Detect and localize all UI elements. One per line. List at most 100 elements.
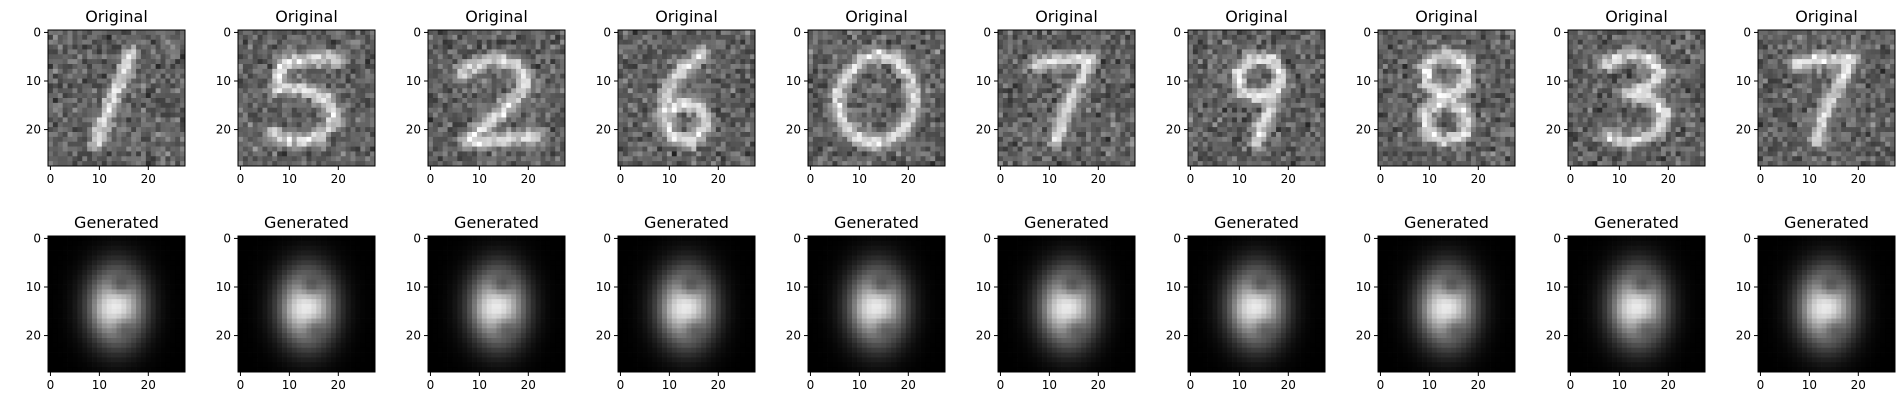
x-tick-label: 10: [472, 378, 487, 392]
panel-title: Generated: [454, 213, 539, 232]
x-tick-label: 20: [1281, 172, 1296, 186]
y-tick-label: 0: [793, 231, 801, 245]
image-pixels: [808, 30, 945, 166]
x-tick-label: 0: [47, 378, 55, 392]
panel-title: Original: [655, 7, 718, 26]
image-pixels: [1568, 236, 1705, 372]
y-tick-label: 10: [786, 280, 801, 294]
panel-title: Generated: [1404, 213, 1489, 232]
x-tick-label: 10: [92, 378, 107, 392]
x-tick-label: 0: [617, 378, 625, 392]
x-tick-label: 10: [282, 172, 297, 186]
y-tick-label: 20: [786, 123, 801, 137]
y-tick-label: 0: [413, 231, 421, 245]
image-pixels: [808, 236, 945, 372]
y-tick-label: 20: [216, 329, 231, 343]
x-tick-label: 20: [711, 378, 726, 392]
y-tick-label: 20: [1736, 123, 1751, 137]
x-tick-label: 10: [662, 378, 677, 392]
x-tick-label: 20: [1661, 378, 1676, 392]
x-tick-label: 10: [472, 172, 487, 186]
y-tick-label: 0: [603, 231, 611, 245]
x-tick-label: 0: [1757, 378, 1765, 392]
x-tick-label: 10: [852, 378, 867, 392]
y-tick-label: 0: [1743, 231, 1751, 245]
x-tick-label: 20: [521, 172, 536, 186]
y-tick-label: 20: [1546, 123, 1561, 137]
x-tick-label: 20: [141, 172, 156, 186]
y-tick-label: 10: [976, 74, 991, 88]
image-pixels: [238, 236, 375, 372]
x-tick-label: 20: [521, 378, 536, 392]
x-tick-label: 0: [1187, 172, 1195, 186]
y-tick-label: 10: [216, 74, 231, 88]
x-tick-label: 20: [711, 172, 726, 186]
x-tick-label: 10: [1802, 172, 1817, 186]
x-tick-label: 20: [1851, 172, 1866, 186]
x-tick-label: 10: [1232, 172, 1247, 186]
image-pixels: [998, 30, 1135, 166]
y-tick-label: 20: [406, 329, 421, 343]
panel-title: Generated: [834, 213, 919, 232]
y-tick-label: 10: [1546, 74, 1561, 88]
panel-title: Generated: [1594, 213, 1679, 232]
y-tick-label: 10: [26, 74, 41, 88]
x-tick-label: 0: [997, 378, 1005, 392]
x-tick-label: 10: [92, 172, 107, 186]
y-tick-label: 20: [1356, 329, 1371, 343]
y-tick-label: 20: [1356, 123, 1371, 137]
x-tick-label: 10: [1042, 172, 1057, 186]
x-tick-label: 0: [237, 378, 245, 392]
y-tick-label: 20: [1166, 329, 1181, 343]
panel-title: Generated: [644, 213, 729, 232]
y-tick-label: 20: [596, 329, 611, 343]
x-tick-label: 0: [807, 172, 815, 186]
image-pixels: [48, 236, 185, 372]
y-tick-label: 10: [1736, 74, 1751, 88]
panel-title: Original: [275, 7, 338, 26]
image-pixels: [428, 30, 565, 166]
x-tick-label: 20: [141, 378, 156, 392]
x-tick-label: 0: [1567, 378, 1575, 392]
x-tick-label: 0: [47, 172, 55, 186]
panel-title: Original: [1225, 7, 1288, 26]
y-tick-label: 0: [1553, 25, 1561, 39]
image-pixels: [238, 30, 375, 166]
y-tick-label: 10: [596, 74, 611, 88]
x-tick-label: 10: [662, 172, 677, 186]
y-tick-label: 0: [1173, 231, 1181, 245]
x-tick-label: 10: [282, 378, 297, 392]
panel-title: Generated: [1214, 213, 1299, 232]
x-tick-label: 10: [1042, 378, 1057, 392]
x-tick-label: 20: [901, 378, 916, 392]
panel-title: Original: [845, 7, 908, 26]
panel-title: Generated: [1784, 213, 1869, 232]
y-tick-label: 0: [1743, 25, 1751, 39]
y-tick-label: 10: [786, 74, 801, 88]
y-tick-label: 20: [596, 123, 611, 137]
y-tick-label: 20: [976, 329, 991, 343]
y-tick-label: 20: [26, 123, 41, 137]
y-tick-label: 0: [223, 25, 231, 39]
image-pixels: [998, 236, 1135, 372]
y-tick-label: 20: [1736, 329, 1751, 343]
x-tick-label: 0: [427, 172, 435, 186]
y-tick-label: 10: [216, 280, 231, 294]
y-tick-label: 0: [793, 25, 801, 39]
